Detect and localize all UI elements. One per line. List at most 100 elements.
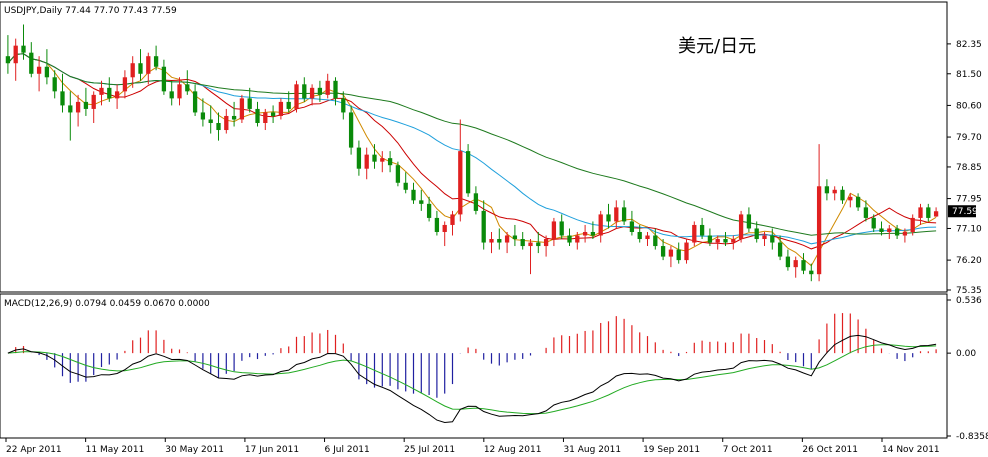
x-tick-label: 26 Oct 2011 xyxy=(802,445,858,455)
candle-body xyxy=(387,158,393,166)
candle xyxy=(746,207,752,232)
candle xyxy=(387,151,393,173)
candle xyxy=(489,231,494,254)
candle xyxy=(777,235,783,261)
candle-body xyxy=(411,189,416,201)
candle xyxy=(426,196,432,222)
candle-body xyxy=(286,101,291,109)
candle-body xyxy=(684,242,689,261)
candle xyxy=(317,80,323,102)
candle-body xyxy=(918,207,923,218)
candle xyxy=(255,101,260,127)
candle-body xyxy=(442,224,447,232)
candle-body xyxy=(520,239,525,247)
candle-body xyxy=(887,228,892,232)
x-tick-label: 17 Jun 2011 xyxy=(245,445,299,455)
candle xyxy=(497,228,502,250)
candle-body xyxy=(543,239,549,247)
price-y-tick-label: 81.50 xyxy=(956,70,982,80)
candle-body xyxy=(762,235,767,240)
candle-body xyxy=(325,80,330,95)
last-price-marker: 77.59 xyxy=(948,205,978,218)
candle xyxy=(68,91,73,141)
candle xyxy=(185,70,190,95)
candle xyxy=(871,214,876,232)
candle-body xyxy=(372,154,377,162)
candle-body xyxy=(216,122,221,131)
candle xyxy=(762,231,767,247)
macd-header: MACD(12,26,9) 0.0794 0.0459 0.0670 0.000… xyxy=(4,299,210,309)
candle xyxy=(715,235,720,250)
x-tick-label: 31 Aug 2011 xyxy=(563,445,621,455)
candle xyxy=(247,87,252,113)
candle-body xyxy=(746,214,752,229)
candle xyxy=(809,263,814,282)
candle xyxy=(83,87,89,116)
candle xyxy=(442,221,447,247)
x-axis: 22 Apr 2011 11 May 2011 30 May 2011 17 Jun … xyxy=(5,438,940,455)
candle xyxy=(504,231,510,254)
candle-body xyxy=(879,228,884,232)
candle xyxy=(785,249,791,271)
candle xyxy=(668,246,674,268)
candle xyxy=(419,189,424,211)
candle xyxy=(52,70,57,99)
candle-body xyxy=(575,235,580,243)
price-y-tick-label: 80.60 xyxy=(956,101,982,111)
candle xyxy=(528,239,533,275)
candle-body xyxy=(458,151,463,215)
candle xyxy=(660,239,666,261)
candle xyxy=(107,77,112,102)
candle-body xyxy=(637,231,642,240)
candle-body xyxy=(567,235,572,243)
candle xyxy=(653,228,658,250)
candle-body xyxy=(255,108,260,123)
candle xyxy=(887,224,892,240)
candle-body xyxy=(497,239,502,243)
candle-body xyxy=(504,235,510,243)
macd-main-line xyxy=(7,334,937,424)
candle xyxy=(933,207,939,217)
candle-body xyxy=(208,119,213,123)
candle-body xyxy=(902,231,908,236)
candle-body xyxy=(731,239,736,243)
candle xyxy=(270,105,276,123)
candle xyxy=(731,235,736,250)
candle-body xyxy=(809,270,814,275)
candle-body xyxy=(75,101,81,113)
candle xyxy=(302,77,307,102)
candle-body xyxy=(653,235,658,247)
candle-body xyxy=(192,91,198,113)
candle xyxy=(801,253,806,275)
candle-body xyxy=(489,239,494,243)
candle-body xyxy=(692,224,697,243)
candle-body xyxy=(83,101,89,109)
candle-body xyxy=(161,66,167,92)
candle xyxy=(645,231,650,247)
candle-body xyxy=(910,217,915,232)
candle-body xyxy=(333,80,338,99)
candle-body xyxy=(60,91,65,106)
candle-body xyxy=(68,105,73,113)
candle xyxy=(840,186,845,204)
candle xyxy=(278,98,284,120)
candle-body xyxy=(5,56,11,64)
candle xyxy=(356,140,362,176)
candle xyxy=(395,161,401,187)
candle-body xyxy=(130,63,135,78)
candle xyxy=(606,203,611,229)
candle-body xyxy=(364,154,369,169)
candle-body xyxy=(536,242,541,247)
candle-body xyxy=(419,200,424,204)
candle xyxy=(879,221,884,236)
candle-body xyxy=(824,186,830,194)
candle xyxy=(754,221,759,243)
candle-body xyxy=(614,207,619,222)
macd-y-tick-label: -0.8358 xyxy=(956,432,988,442)
candle-body xyxy=(559,221,564,236)
candle xyxy=(169,80,174,106)
macd-panel xyxy=(0,293,948,439)
candle-body xyxy=(715,239,720,243)
candle xyxy=(286,91,291,113)
candle-body xyxy=(754,228,759,240)
